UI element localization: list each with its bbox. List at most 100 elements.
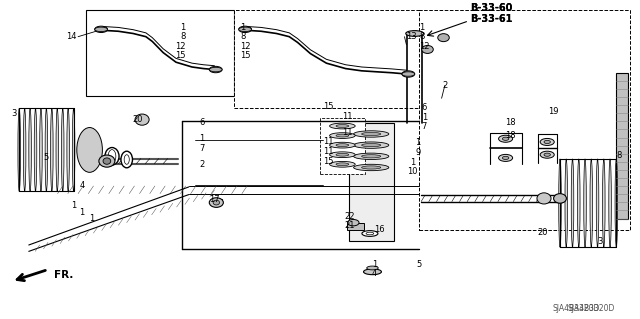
Text: B-33-60: B-33-60 bbox=[470, 3, 513, 13]
Text: SJA4B3320D: SJA4B3320D bbox=[553, 304, 600, 313]
Text: B-33-61: B-33-61 bbox=[470, 13, 513, 24]
Ellipse shape bbox=[565, 159, 568, 247]
Ellipse shape bbox=[67, 108, 70, 191]
Ellipse shape bbox=[330, 133, 355, 138]
Text: 20: 20 bbox=[538, 228, 548, 237]
Text: 8: 8 bbox=[419, 32, 424, 41]
Text: 11: 11 bbox=[342, 128, 353, 137]
Ellipse shape bbox=[353, 131, 389, 137]
Text: 1: 1 bbox=[372, 260, 377, 269]
Text: 9: 9 bbox=[415, 148, 420, 157]
Circle shape bbox=[402, 71, 415, 77]
Text: 2: 2 bbox=[199, 160, 204, 169]
Text: 1: 1 bbox=[89, 214, 94, 223]
Ellipse shape bbox=[40, 108, 42, 191]
Ellipse shape bbox=[353, 153, 389, 160]
Text: 12: 12 bbox=[175, 42, 186, 51]
Text: 1: 1 bbox=[415, 138, 420, 147]
Ellipse shape bbox=[330, 152, 355, 158]
Ellipse shape bbox=[540, 151, 554, 158]
Ellipse shape bbox=[596, 159, 599, 247]
Text: 20: 20 bbox=[132, 115, 143, 124]
Text: 8: 8 bbox=[240, 32, 245, 41]
Ellipse shape bbox=[362, 144, 381, 147]
Text: 8: 8 bbox=[180, 32, 186, 41]
Ellipse shape bbox=[367, 266, 378, 270]
Circle shape bbox=[209, 66, 222, 73]
Ellipse shape bbox=[103, 158, 111, 164]
Ellipse shape bbox=[336, 134, 349, 137]
Ellipse shape bbox=[77, 128, 102, 172]
Ellipse shape bbox=[29, 108, 31, 191]
Ellipse shape bbox=[135, 114, 149, 125]
Text: 7: 7 bbox=[199, 144, 204, 153]
Ellipse shape bbox=[336, 153, 349, 156]
Text: 22: 22 bbox=[345, 212, 355, 221]
Ellipse shape bbox=[362, 166, 381, 169]
Text: 15: 15 bbox=[175, 51, 186, 60]
Text: 19: 19 bbox=[548, 107, 559, 115]
Text: 17: 17 bbox=[209, 195, 220, 204]
Ellipse shape bbox=[402, 72, 415, 76]
Ellipse shape bbox=[572, 159, 574, 247]
Ellipse shape bbox=[602, 159, 605, 247]
Text: 18: 18 bbox=[506, 118, 516, 127]
Ellipse shape bbox=[422, 45, 433, 54]
Text: 7: 7 bbox=[422, 122, 427, 131]
Circle shape bbox=[239, 26, 252, 33]
Ellipse shape bbox=[121, 151, 132, 168]
Text: 18: 18 bbox=[506, 131, 516, 140]
Ellipse shape bbox=[544, 153, 550, 156]
Text: 3: 3 bbox=[12, 109, 17, 118]
Ellipse shape bbox=[609, 159, 611, 247]
Ellipse shape bbox=[353, 142, 389, 148]
Ellipse shape bbox=[336, 125, 349, 127]
Circle shape bbox=[95, 26, 108, 33]
Ellipse shape bbox=[105, 147, 119, 165]
Text: SJA4B3320D: SJA4B3320D bbox=[567, 304, 614, 313]
Bar bbox=[616, 73, 628, 219]
Text: 10: 10 bbox=[408, 167, 418, 176]
Text: 13: 13 bbox=[406, 32, 417, 41]
Ellipse shape bbox=[348, 219, 359, 226]
Ellipse shape bbox=[330, 123, 355, 129]
Text: 4: 4 bbox=[372, 269, 377, 278]
Text: 5: 5 bbox=[44, 153, 49, 162]
Ellipse shape bbox=[438, 34, 449, 42]
Ellipse shape bbox=[362, 231, 378, 236]
Ellipse shape bbox=[540, 138, 554, 145]
Text: 1: 1 bbox=[79, 208, 84, 217]
Ellipse shape bbox=[330, 161, 355, 167]
Ellipse shape bbox=[502, 156, 509, 160]
Text: 11: 11 bbox=[342, 112, 353, 121]
Ellipse shape bbox=[61, 108, 64, 191]
Text: 2: 2 bbox=[442, 81, 447, 90]
Ellipse shape bbox=[108, 150, 116, 163]
Text: 1: 1 bbox=[199, 134, 204, 143]
Bar bbox=[234, 10, 422, 108]
Text: 1: 1 bbox=[410, 158, 415, 167]
Ellipse shape bbox=[72, 108, 75, 191]
Bar bbox=[349, 123, 394, 241]
Text: 4: 4 bbox=[79, 181, 84, 190]
Ellipse shape bbox=[590, 159, 593, 247]
Ellipse shape bbox=[336, 163, 349, 166]
Text: 1: 1 bbox=[71, 201, 76, 210]
Text: 12: 12 bbox=[419, 42, 429, 51]
Text: 8: 8 bbox=[617, 151, 622, 160]
Ellipse shape bbox=[577, 159, 580, 247]
Text: 1: 1 bbox=[180, 23, 186, 32]
Ellipse shape bbox=[499, 154, 513, 161]
Ellipse shape bbox=[45, 108, 48, 191]
Ellipse shape bbox=[336, 144, 349, 147]
Ellipse shape bbox=[18, 108, 20, 191]
Ellipse shape bbox=[537, 193, 551, 204]
Ellipse shape bbox=[35, 108, 37, 191]
Text: 15: 15 bbox=[240, 51, 250, 60]
Text: 12: 12 bbox=[240, 42, 250, 51]
Ellipse shape bbox=[213, 200, 220, 205]
Text: FR.: FR. bbox=[54, 270, 74, 280]
Ellipse shape bbox=[362, 132, 381, 136]
Ellipse shape bbox=[364, 269, 381, 275]
Ellipse shape bbox=[544, 140, 550, 144]
